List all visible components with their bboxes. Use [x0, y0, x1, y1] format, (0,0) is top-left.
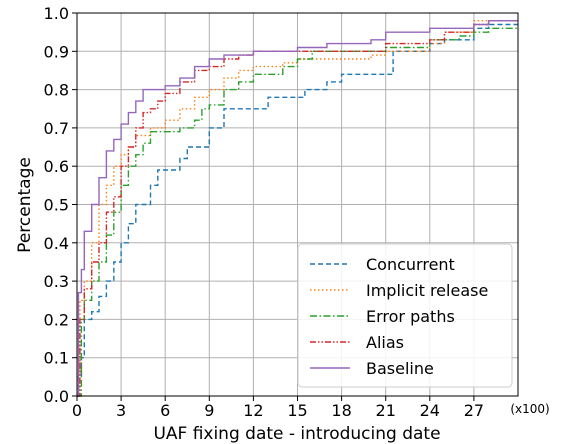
y-tick-label: 0.1 [44, 349, 69, 368]
legend-label: Baseline [366, 359, 434, 378]
series-lines [77, 20, 518, 397]
x-tick-label: 27 [464, 401, 484, 420]
series-line-error-paths [77, 27, 518, 397]
series-line-alias [77, 20, 518, 397]
y-tick-label: 0.4 [44, 234, 69, 253]
y-tick-label: 0.8 [44, 81, 69, 100]
x-tick-label: 12 [243, 401, 263, 420]
y-tick-label: 1.0 [44, 4, 69, 23]
x-tick-label: 3 [116, 401, 126, 420]
axis-ticks: 0 3 6 9 12 15 18 21 24 27 0.0 0.1 0.2 0.3 0.4 0.5 0.6 0.7… [44, 4, 485, 420]
y-tick-label: 0.6 [44, 157, 69, 176]
legend-label: Concurrent [366, 255, 455, 274]
legend-box [297, 243, 513, 388]
y-tick-label: 0.3 [44, 272, 69, 291]
legend-label: Implicit release [366, 281, 488, 300]
y-axis-label: Percentage [15, 157, 35, 253]
x-tick-label: 6 [160, 401, 170, 420]
x-tick-label: 21 [376, 401, 396, 420]
y-tick-label: 0.9 [44, 42, 69, 61]
x-tick-label: 0 [72, 401, 82, 420]
legend-label: Alias [366, 333, 404, 352]
x-tick-label: 15 [287, 401, 307, 420]
x-axis-unit-label: (x100) [510, 402, 549, 416]
y-tick-label: 0.5 [44, 196, 69, 215]
y-tick-label: 0.0 [44, 387, 69, 406]
legend-label: Error paths [366, 307, 455, 326]
x-tick-label: 18 [331, 401, 351, 420]
x-tick-label: 9 [204, 401, 214, 420]
legend: Concurrent Implicit release Error paths Ali… [297, 243, 513, 388]
y-tick-label: 0.2 [44, 310, 69, 329]
series-line-implicit-release [77, 20, 518, 397]
x-tick-label: 24 [420, 401, 440, 420]
series-line-baseline [77, 20, 518, 397]
y-tick-label: 0.7 [44, 119, 69, 138]
x-axis-label: UAF fixing date - introducing date [153, 424, 440, 444]
